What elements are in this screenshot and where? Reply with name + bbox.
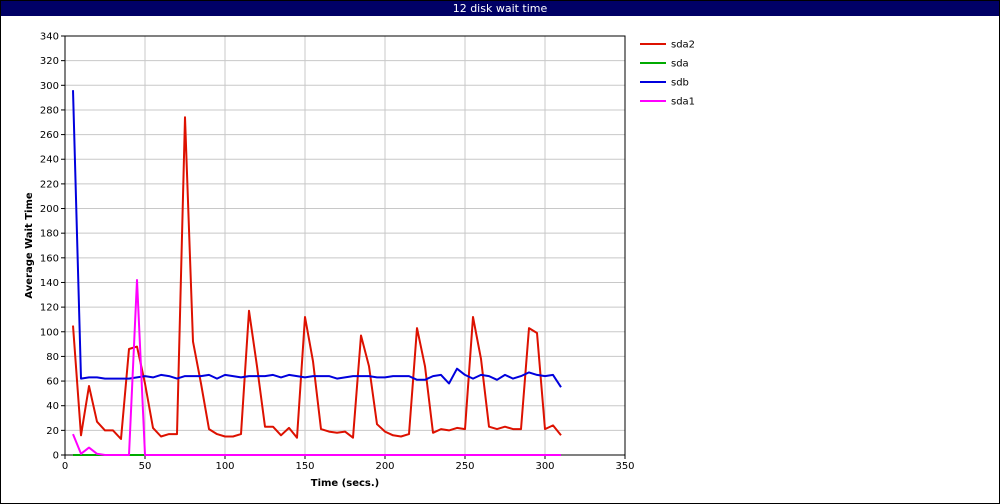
y-tick-label: 80 (46, 352, 59, 363)
y-tick-label: 180 (40, 229, 59, 240)
x-axis-ticks: 0 50 100 150 200 250 300 350 (62, 455, 635, 472)
series-line-sda1 (72, 279, 561, 456)
y-tick-label: 240 (40, 155, 59, 166)
y-tick-label: 100 (40, 327, 59, 338)
x-axis-label: Time (secs.) (311, 478, 380, 489)
y-tick-label: 160 (40, 253, 59, 264)
y-tick-label: 20 (46, 426, 59, 437)
legend-label-sda: sda (671, 59, 689, 70)
series-line-sda2 (72, 116, 562, 440)
x-tick-label: 50 (139, 461, 152, 472)
series-line-sdb (72, 90, 562, 388)
x-tick-label: 350 (615, 461, 634, 472)
y-tick-label: 120 (40, 303, 59, 314)
y-tick-label: 200 (40, 204, 59, 215)
legend-label-sda2: sda2 (671, 40, 695, 51)
x-tick-label: 250 (455, 461, 474, 472)
y-tick-label: 0 (53, 451, 59, 462)
legend-label-sdb: sdb (671, 78, 689, 89)
chart-title: 12 disk wait time (1, 1, 999, 16)
legend: sda2 sda sdb sda1 (640, 40, 695, 108)
y-tick-label: 220 (40, 179, 59, 190)
y-tick-label: 140 (40, 278, 59, 289)
x-tick-label: 100 (215, 461, 234, 472)
x-tick-label: 200 (375, 461, 394, 472)
y-tick-label: 280 (40, 105, 59, 116)
x-tick-label: 0 (62, 461, 68, 472)
y-axis-ticks: 0 20 40 60 80 100 120 140 160 180 200 220 240 260 280 3… (40, 32, 65, 462)
y-tick-label: 320 (40, 56, 59, 67)
y-tick-label: 340 (40, 32, 59, 43)
x-tick-label: 150 (295, 461, 314, 472)
y-tick-label: 40 (46, 401, 59, 412)
series-lines (72, 90, 562, 456)
y-tick-label: 60 (46, 377, 59, 388)
x-tick-label: 300 (535, 461, 554, 472)
y-tick-label: 260 (40, 130, 59, 141)
y-axis-label: Average Wait Time (24, 192, 35, 299)
grid-lines (64, 35, 626, 456)
legend-label-sda1: sda1 (671, 97, 695, 108)
y-tick-label: 300 (40, 81, 59, 92)
